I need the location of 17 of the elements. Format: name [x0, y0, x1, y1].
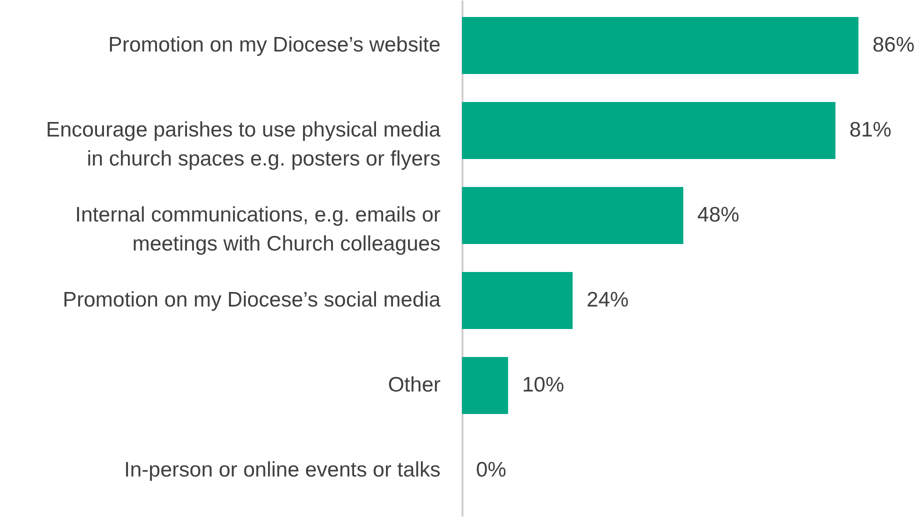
bar — [462, 357, 508, 414]
y-tick-label: Encourage parishes to use physical media in church spaces e.g. posters or flyers — [46, 118, 441, 170]
data-label: 0% — [476, 458, 506, 482]
bar — [462, 102, 836, 159]
bar — [462, 187, 684, 244]
data-label: 81% — [849, 118, 892, 142]
bar — [462, 17, 858, 74]
y-tick-label: Promotion on my Diocese’s website — [108, 33, 440, 56]
data-label: 86% — [872, 33, 914, 56]
data-label: 10% — [522, 374, 564, 397]
bar — [462, 272, 573, 329]
y-tick-label: Promotion on my Diocese’s social media — [62, 288, 441, 312]
y-tick-label: Internal communications, e.g. emails or meetings with Church colleagues — [75, 203, 441, 256]
y-tick-label: In-person or online events or talks — [124, 458, 440, 482]
data-label: 24% — [586, 288, 629, 312]
data-label: 48% — [697, 203, 740, 226]
y-tick-label: Other — [388, 374, 440, 397]
